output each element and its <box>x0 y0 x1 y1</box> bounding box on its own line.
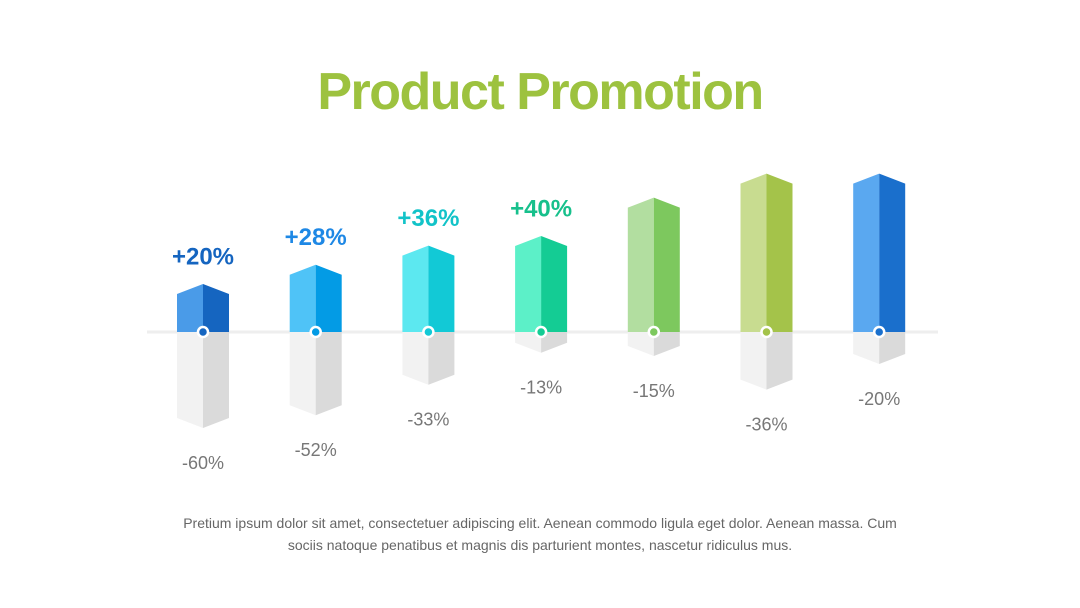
bar-right-face <box>315 332 342 416</box>
bar-right-face <box>541 236 568 332</box>
value-label: -15% <box>633 381 675 401</box>
bar-left-face <box>402 245 429 332</box>
bar-right-face <box>203 284 229 332</box>
bar-left-face <box>627 197 654 332</box>
bar-left-face <box>853 332 880 364</box>
value-label: -13% <box>520 378 562 398</box>
bar-right-face <box>879 173 906 332</box>
baseline-dot <box>422 325 435 339</box>
bar-right-face <box>541 332 568 353</box>
bar-left-face <box>515 332 542 353</box>
bar-right-face <box>766 173 793 332</box>
baseline-dot <box>760 325 773 339</box>
bar-left-face <box>289 332 316 416</box>
bar-left-face <box>177 332 203 428</box>
value-label: -33% <box>407 410 449 430</box>
bar-right-face <box>315 264 342 332</box>
bar-left-face <box>740 173 767 332</box>
baseline-dot <box>309 325 322 339</box>
bar-right-face <box>428 332 455 385</box>
value-label: -20% <box>858 389 900 409</box>
caption: Pretium ipsum dolor sit amet, consectetu… <box>183 515 897 553</box>
bar-right-face <box>766 332 793 390</box>
bar-left-face <box>177 284 203 332</box>
value-label: +28% <box>285 224 347 251</box>
baseline-dot <box>196 325 210 339</box>
bar-right-face <box>653 197 680 332</box>
value-label: +40% <box>510 195 572 222</box>
baseline-dot <box>872 325 886 339</box>
value-label: +36% <box>397 205 459 232</box>
bar-right-face <box>428 245 455 332</box>
value-label: -52% <box>295 440 337 460</box>
bar-left-face <box>740 332 767 390</box>
bar-left-face <box>289 264 316 332</box>
bar-left-face <box>627 332 654 356</box>
value-label: -36% <box>745 414 787 434</box>
bar-left-face <box>402 332 429 385</box>
value-label: +20% <box>172 243 234 270</box>
bar-right-face <box>879 332 906 364</box>
chart-title: Product Promotion <box>317 63 764 121</box>
bar-right-face <box>653 332 680 356</box>
bar-right-face <box>203 332 229 428</box>
baseline-dot <box>647 325 661 339</box>
bar-left-face <box>515 236 542 332</box>
value-label: -60% <box>182 453 224 473</box>
bar-left-face <box>853 173 880 332</box>
baseline-dot <box>534 325 548 339</box>
